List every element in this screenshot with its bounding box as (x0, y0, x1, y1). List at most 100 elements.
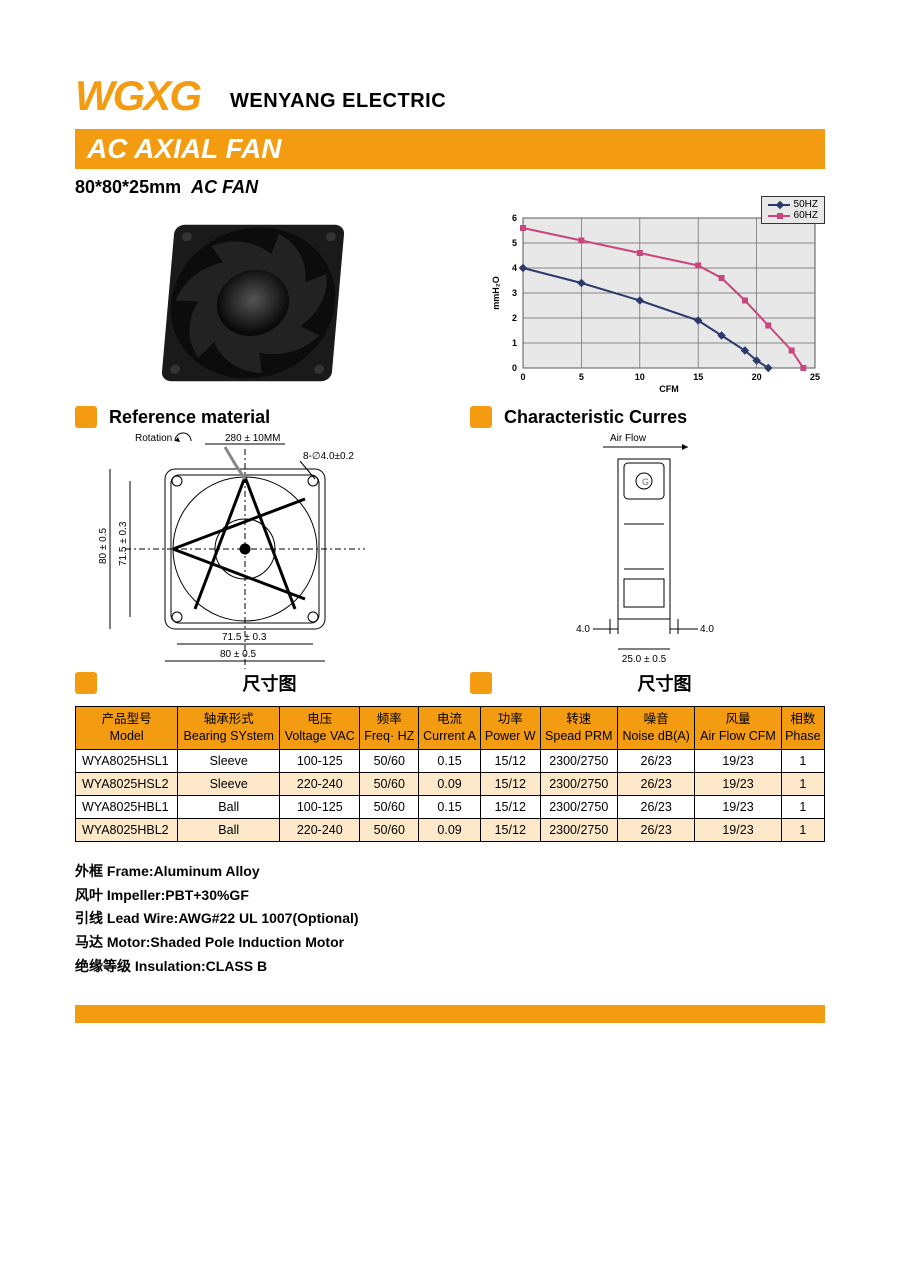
table-header: 轴承形式Bearing SYstem (178, 707, 280, 750)
table-cell: 50/60 (360, 795, 419, 818)
svg-text:0: 0 (520, 372, 525, 382)
material-line: 风叶 Impeller:PBT+30%GF (75, 884, 825, 908)
svg-text:25.0 ± 0.5: 25.0 ± 0.5 (621, 654, 666, 665)
table-cell: 15/12 (480, 749, 540, 772)
table-header: 风量Air Flow CFM (695, 707, 781, 750)
table-cell: WYA8025HSL2 (76, 772, 178, 795)
table-cell: 220-240 (280, 772, 360, 795)
table-cell: 100-125 (280, 749, 360, 772)
svg-text:80 ± 0.5: 80 ± 0.5 (220, 649, 257, 660)
svg-text:15: 15 (693, 372, 703, 382)
table-cell: 2300/2750 (540, 795, 617, 818)
table-cell: 1 (781, 818, 824, 841)
header: WGXG WENYANG ELECTRIC (75, 75, 825, 117)
table-cell: WYA8025HBL1 (76, 795, 178, 818)
svg-text:280 ± 10MM: 280 ± 10MM (225, 433, 281, 444)
svg-text:0: 0 (512, 363, 517, 373)
table-cell: Sleeve (178, 772, 280, 795)
table-cell: 19/23 (695, 749, 781, 772)
legend-50hz: 50HZ (794, 199, 818, 210)
table-cell: 50/60 (360, 818, 419, 841)
table-cell: 2300/2750 (540, 818, 617, 841)
table-cell: 0.09 (419, 772, 481, 795)
spec-table: 产品型号Model轴承形式Bearing SYstem电压Voltage VAC… (75, 706, 825, 842)
material-line: 马达 Motor:Shaded Pole Induction Motor (75, 931, 825, 955)
table-cell: 19/23 (695, 772, 781, 795)
svg-text:4.0: 4.0 (576, 624, 590, 635)
table-cell: 1 (781, 795, 824, 818)
table-header: 相数Phase (781, 707, 824, 750)
svg-text:80 ± 0.5: 80 ± 0.5 (98, 527, 109, 564)
table-cell: 100-125 (280, 795, 360, 818)
svg-text:5: 5 (512, 238, 517, 248)
table-cell: 19/23 (695, 795, 781, 818)
table-cell: Ball (178, 818, 280, 841)
dim-caption-1: 尺寸图 (109, 670, 430, 696)
bullet-icon (470, 406, 492, 428)
table-row: WYA8025HBL2Ball220-24050/600.0915/122300… (76, 818, 825, 841)
table-cell: 26/23 (617, 818, 694, 841)
curves-title: Characteristic Curres (504, 407, 687, 428)
material-line: 绝缘等级 Insulation:CLASS B (75, 955, 825, 979)
svg-text:Rotation: Rotation (135, 433, 172, 444)
table-cell: 50/60 (360, 772, 419, 795)
table-header: 功率Power W (480, 707, 540, 750)
table-header: 转速Spead PRM (540, 707, 617, 750)
product-photo (128, 208, 378, 398)
svg-text:10: 10 (635, 372, 645, 382)
bullet-icon (75, 406, 97, 428)
performance-chart: 50HZ 60HZ 01234560510152025CFMmmH₂O (485, 208, 825, 398)
table-cell: 0.15 (419, 795, 481, 818)
reference-title: Reference material (109, 407, 270, 428)
svg-text:71.5 ± 0.3: 71.5 ± 0.3 (118, 521, 129, 566)
material-line: 引线 Lead Wire:AWG#22 UL 1007(Optional) (75, 907, 825, 931)
bullet-icon (470, 672, 492, 694)
table-header: 电压Voltage VAC (280, 707, 360, 750)
table-cell: 15/12 (480, 795, 540, 818)
table-cell: 1 (781, 749, 824, 772)
company-name: WENYANG ELECTRIC (230, 90, 446, 117)
table-cell: 26/23 (617, 772, 694, 795)
material-line: 外框 Frame:Aluminum Alloy (75, 860, 825, 884)
table-cell: 26/23 (617, 795, 694, 818)
table-cell: 220-240 (280, 818, 360, 841)
table-cell: 15/12 (480, 818, 540, 841)
svg-text:2: 2 (512, 313, 517, 323)
svg-text:71.5 ± 0.3: 71.5 ± 0.3 (222, 632, 267, 643)
logo: WGXG (75, 75, 200, 117)
drawings-row: Rotation 280 ± 10MM 8-∅4.0±0.2 80 ± 0.5 … (75, 434, 825, 664)
svg-text:4: 4 (512, 263, 517, 273)
table-header: 电流Current A (419, 707, 481, 750)
front-drawing: Rotation 280 ± 10MM 8-∅4.0±0.2 80 ± 0.5 … (75, 434, 395, 664)
subtitle-dim: 80*80*25mm (75, 177, 181, 197)
table-cell: WYA8025HSL1 (76, 749, 178, 772)
svg-text:G: G (642, 477, 649, 487)
svg-text:6: 6 (512, 213, 517, 223)
title-bar: AC AXIAL FAN (75, 129, 825, 169)
table-cell: 1 (781, 772, 824, 795)
table-cell: 50/60 (360, 749, 419, 772)
svg-text:1: 1 (512, 338, 517, 348)
table-row: WYA8025HSL1Sleeve100-12550/600.1515/1223… (76, 749, 825, 772)
svg-text:4.0: 4.0 (700, 624, 714, 635)
table-cell: 26/23 (617, 749, 694, 772)
table-cell: Sleeve (178, 749, 280, 772)
caption-row: 尺寸图 尺寸图 (75, 664, 825, 706)
table-header: 噪音Noise dB(A) (617, 707, 694, 750)
svg-text:20: 20 (752, 372, 762, 382)
table-header: 产品型号Model (76, 707, 178, 750)
table-cell: WYA8025HBL2 (76, 818, 178, 841)
bullet-icon (75, 672, 97, 694)
svg-text:5: 5 (579, 372, 584, 382)
side-drawing: Air Flow G 4.0 4 (548, 434, 748, 664)
table-cell: Ball (178, 795, 280, 818)
svg-text:CFM: CFM (659, 384, 679, 394)
footer-bar (75, 1005, 825, 1023)
legend-60hz: 60HZ (794, 210, 818, 221)
svg-text:25: 25 (810, 372, 820, 382)
subtitle-type: AC FAN (191, 177, 258, 197)
svg-text:mmH₂O: mmH₂O (491, 276, 501, 310)
table-cell: 2300/2750 (540, 772, 617, 795)
svg-text:8-∅4.0±0.2: 8-∅4.0±0.2 (303, 451, 354, 462)
table-cell: 2300/2750 (540, 749, 617, 772)
